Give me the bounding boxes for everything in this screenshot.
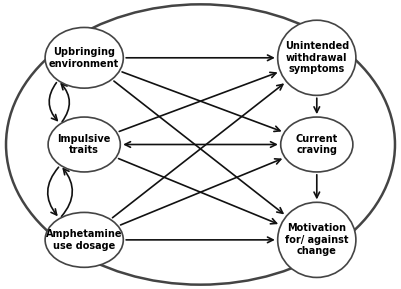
Text: Amphetamine
use dosage: Amphetamine use dosage <box>46 229 122 251</box>
Text: Upbringing
environment: Upbringing environment <box>49 47 119 68</box>
Text: Impulsive
traits: Impulsive traits <box>57 134 111 155</box>
Ellipse shape <box>48 117 120 172</box>
Text: Motivation
for/ against
change: Motivation for/ against change <box>285 223 348 256</box>
Ellipse shape <box>45 27 124 88</box>
Text: Unintended
withdrawal
symptoms: Unintended withdrawal symptoms <box>285 41 349 74</box>
Ellipse shape <box>45 212 124 267</box>
Ellipse shape <box>277 20 356 95</box>
Ellipse shape <box>277 202 356 277</box>
Text: Current
craving: Current craving <box>296 134 338 155</box>
Ellipse shape <box>281 117 353 172</box>
